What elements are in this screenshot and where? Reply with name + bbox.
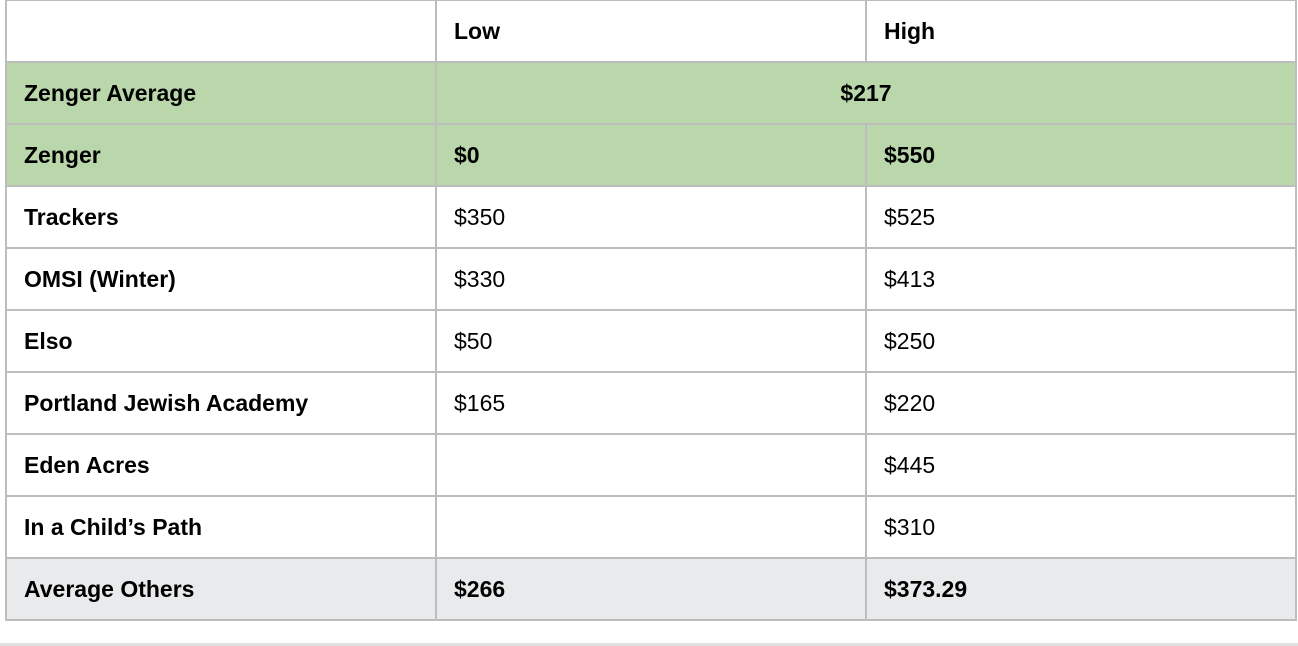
header-label-cell[interactable] [5,0,437,63]
header-high-cell[interactable]: High [865,0,1297,63]
page-bottom-divider [0,643,1298,646]
table-row-zenger: Zenger $0 $550 [5,123,1297,187]
table-row-elso: Elso $50 $250 [5,309,1297,373]
row-low-cell[interactable] [435,433,867,497]
row-low-cell[interactable]: $50 [435,309,867,373]
row-high-cell[interactable]: $525 [865,185,1297,249]
row-label-cell[interactable]: Zenger [5,123,437,187]
row-label-cell[interactable]: Portland Jewish Academy [5,371,437,435]
table-row-eden-acres: Eden Acres $445 [5,433,1297,497]
row-high-cell[interactable]: $250 [865,309,1297,373]
row-low-cell[interactable] [435,495,867,559]
row-high-cell[interactable]: $550 [865,123,1297,187]
row-high-cell[interactable]: $220 [865,371,1297,435]
row-label-cell[interactable]: Trackers [5,185,437,249]
row-low-cell[interactable]: $165 [435,371,867,435]
zenger-average-row: Zenger Average $217 [5,61,1297,125]
table-row-average-others: Average Others $266 $373.29 [5,557,1297,621]
row-high-cell[interactable]: $445 [865,433,1297,497]
row-label-cell[interactable]: Average Others [5,557,437,621]
header-low-cell[interactable]: Low [435,0,867,63]
row-label-cell[interactable]: Elso [5,309,437,373]
row-high-cell[interactable]: $413 [865,247,1297,311]
row-high-cell[interactable]: $310 [865,495,1297,559]
row-label-cell[interactable]: Eden Acres [5,433,437,497]
zenger-average-value-cell[interactable]: $217 [435,61,1297,125]
row-label-cell[interactable]: In a Child’s Path [5,495,437,559]
price-comparison-table: Low High Zenger Average $217 Zenger $0 $… [5,0,1297,621]
zenger-average-label-cell[interactable]: Zenger Average [5,61,437,125]
row-low-cell[interactable]: $266 [435,557,867,621]
row-high-cell[interactable]: $373.29 [865,557,1297,621]
table-row-trackers: Trackers $350 $525 [5,185,1297,249]
table-row-omsi: OMSI (Winter) $330 $413 [5,247,1297,311]
table-row-portland-jewish-academy: Portland Jewish Academy $165 $220 [5,371,1297,435]
table-row-in-a-childs-path: In a Child’s Path $310 [5,495,1297,559]
row-low-cell[interactable]: $350 [435,185,867,249]
table-header-row: Low High [5,0,1297,63]
row-low-cell[interactable]: $330 [435,247,867,311]
row-label-cell[interactable]: OMSI (Winter) [5,247,437,311]
row-low-cell[interactable]: $0 [435,123,867,187]
